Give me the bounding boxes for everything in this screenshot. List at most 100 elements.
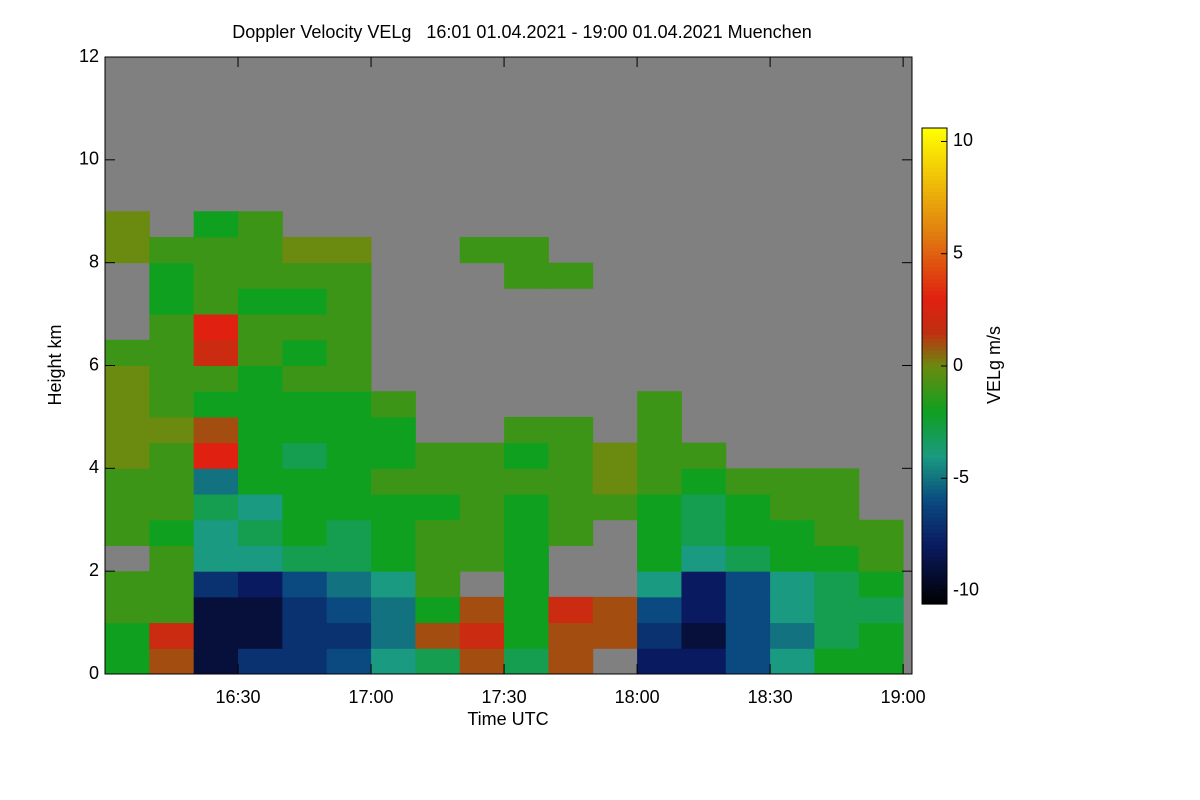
heatmap-cell <box>193 545 239 572</box>
colorbar-tick-label: 5 <box>953 242 963 262</box>
heatmap-cell <box>326 596 372 624</box>
colorbar-swatch <box>922 560 947 565</box>
colorbar-swatch <box>922 239 947 244</box>
heatmap-cell <box>725 468 771 495</box>
y-tick-label: 10 <box>79 149 99 169</box>
heatmap-cell <box>459 596 505 624</box>
colorbar-swatch <box>922 584 947 589</box>
heatmap-cell <box>238 571 283 598</box>
heatmap-cell <box>548 468 594 495</box>
heatmap-cell <box>459 622 505 649</box>
heatmap-cell <box>326 545 372 572</box>
heatmap-cell <box>371 545 416 572</box>
heatmap-cell <box>149 468 195 495</box>
heatmap-cell <box>415 519 461 546</box>
heatmap-cell <box>371 622 416 649</box>
y-tick-label: 4 <box>89 457 99 477</box>
heatmap-cell <box>637 622 682 649</box>
heatmap-cell <box>105 339 150 366</box>
colorbar-swatch <box>922 131 947 137</box>
chart-title: Doppler Velocity VELg 16:01 01.04.2021 -… <box>232 22 811 42</box>
heatmap-cell <box>149 262 195 289</box>
heatmap-cell <box>282 236 328 264</box>
y-axis-label: Height km <box>45 324 65 405</box>
heatmap-cell <box>637 416 682 444</box>
heatmap-cell <box>371 596 416 624</box>
colorbar-swatch <box>922 278 947 284</box>
x-tick-label: 18:30 <box>748 687 793 707</box>
colorbar-swatch <box>922 143 947 149</box>
heatmap-cell <box>326 288 372 315</box>
colorbar-swatch <box>922 151 947 157</box>
colorbar-swatch <box>922 417 947 423</box>
heatmap-cell <box>149 519 195 546</box>
colorbar-swatch <box>922 588 947 593</box>
heatmap-cell <box>814 571 860 598</box>
colorbar-swatch <box>922 191 947 197</box>
colorbar-swatch <box>922 433 947 438</box>
heatmap-cell <box>193 211 239 238</box>
colorbar-swatch <box>922 258 947 264</box>
heatmap-cell <box>238 314 283 341</box>
colorbar-tick-label: 0 <box>953 355 963 375</box>
colorbar-swatch <box>922 203 947 208</box>
heatmap-cell <box>459 468 505 495</box>
colorbar-swatch <box>922 492 947 498</box>
heatmap-cell <box>326 519 372 546</box>
heatmap-cell <box>326 236 372 264</box>
heatmap-cell <box>282 365 328 392</box>
colorbar-swatch <box>922 128 947 133</box>
heatmap-cell <box>326 262 372 289</box>
colorbar-swatch <box>922 500 947 506</box>
heatmap-cell <box>814 494 860 521</box>
heatmap-cell <box>459 648 505 674</box>
heatmap-cell <box>282 416 328 444</box>
colorbar-swatch <box>922 254 947 260</box>
heatmap-cell <box>149 494 195 521</box>
heatmap-cell <box>415 494 461 521</box>
heatmap-cell <box>725 596 771 624</box>
colorbar-swatch <box>922 147 947 153</box>
colorbar-swatch <box>922 250 947 256</box>
heatmap-cell <box>105 648 150 674</box>
colorbar-swatch <box>922 409 947 415</box>
heatmap-cell <box>637 519 682 546</box>
colorbar-swatch <box>922 358 947 363</box>
heatmap-cell <box>681 468 727 495</box>
heatmap-cell <box>459 545 505 572</box>
colorbar-swatch <box>922 338 947 343</box>
colorbar-swatch <box>922 318 947 323</box>
colorbar-swatch <box>922 366 947 371</box>
heatmap-cell <box>149 339 195 366</box>
colorbar-swatch <box>922 334 947 339</box>
heatmap-cell <box>637 442 682 469</box>
colorbar-swatch <box>922 377 947 383</box>
heatmap-cell <box>282 648 328 674</box>
heatmap-cell <box>504 648 549 674</box>
heatmap-cell <box>592 622 638 649</box>
colorbar-swatch <box>922 175 947 181</box>
heatmap-cell <box>105 365 150 392</box>
heatmap-cell <box>415 571 461 598</box>
colorbar-swatch <box>922 290 947 296</box>
colorbar-swatch <box>922 445 947 450</box>
heatmap-cell <box>193 648 239 674</box>
heatmap-cell <box>504 236 549 264</box>
x-tick-label: 19:00 <box>881 687 926 707</box>
heatmap-cell <box>105 442 150 469</box>
heatmap-cell <box>282 571 328 598</box>
colorbar-swatch <box>922 139 947 145</box>
colorbar-swatch <box>922 266 947 272</box>
heatmap-cell <box>238 236 283 264</box>
heatmap-cell <box>282 288 328 315</box>
colorbar-swatch <box>922 425 947 431</box>
heatmap-cell <box>193 416 239 444</box>
heatmap-cell <box>193 468 239 495</box>
heatmap-cell <box>637 571 682 598</box>
heatmap-cell <box>282 596 328 624</box>
heatmap-cell <box>326 365 372 392</box>
heatmap-cell <box>326 622 372 649</box>
heatmap-cell <box>681 442 727 469</box>
colorbar-swatch <box>922 536 947 542</box>
heatmap-cell <box>149 391 195 418</box>
